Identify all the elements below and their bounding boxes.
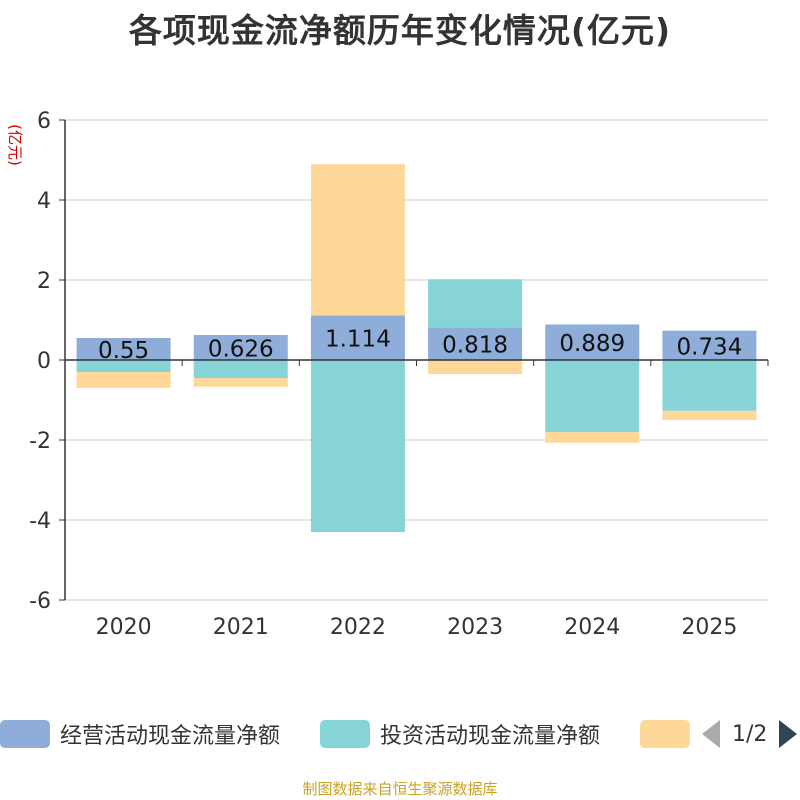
bar-financing (428, 360, 523, 374)
bar-investing (545, 360, 640, 432)
bar-operating (545, 324, 640, 360)
legend-pager: 1/2 (702, 716, 798, 752)
y-tick-label: -2 (29, 429, 51, 454)
bar-investing (428, 279, 523, 328)
bar-financing (545, 432, 640, 443)
x-tick-label: 2021 (213, 615, 269, 640)
bar-operating (310, 315, 405, 360)
legend-swatch-operating (0, 720, 50, 748)
legend-swatch-investing (320, 720, 370, 748)
y-tick-label: -6 (29, 589, 51, 614)
y-tick-label: 0 (37, 349, 51, 374)
legend-item-operating[interactable]: 经营活动现金流量净额 (0, 716, 280, 752)
legend-page-indicator: 1/2 (732, 721, 768, 747)
y-axis-label: (亿元) (6, 124, 24, 166)
legend-swatch-financing (640, 720, 690, 748)
chart-title: 各项现金流净额历年变化情况(亿元) (128, 11, 672, 50)
legend-label-investing: 投资活动现金流量净额 (380, 724, 601, 749)
bar-investing (193, 360, 288, 378)
y-tick-label: 2 (37, 269, 51, 294)
legend-next-icon[interactable] (779, 720, 798, 748)
bar-financing (310, 164, 405, 316)
bar-operating (428, 327, 523, 360)
x-tick-label: 2024 (564, 615, 620, 640)
legend-item-financing[interactable] (640, 716, 690, 752)
bar-financing (662, 410, 757, 420)
legend-item-investing[interactable]: 投资活动现金流量净额 (320, 716, 600, 752)
y-tick-label: 6 (37, 109, 51, 134)
legend-label-operating: 经营活动现金流量净额 (60, 724, 281, 749)
bar-financing (76, 372, 171, 388)
data-label: 0.818 (442, 333, 508, 359)
data-label: 0.889 (559, 331, 625, 357)
x-tick-label: 2025 (681, 615, 737, 640)
bar-operating (662, 330, 757, 360)
data-label: 0.626 (208, 336, 274, 362)
legend-prev-icon[interactable] (702, 720, 720, 748)
bar-financing (193, 378, 288, 387)
bar-investing (662, 360, 757, 411)
bar-operating (193, 334, 288, 360)
bar-operating (76, 338, 171, 360)
x-tick-label: 2022 (330, 615, 386, 640)
legend: 经营活动现金流量净额 投资活动现金流量净额 1/2 (0, 716, 800, 752)
bar-investing (76, 360, 171, 372)
data-label: 0.734 (676, 334, 742, 360)
source-note: 制图数据来自恒生聚源数据库 (302, 780, 498, 798)
y-tick-label: 4 (37, 189, 51, 214)
x-tick-label: 2020 (96, 615, 152, 640)
x-tick-label: 2023 (447, 615, 503, 640)
y-tick-label: -4 (29, 509, 51, 534)
data-label: 1.114 (325, 327, 391, 353)
bar-investing (310, 360, 405, 532)
